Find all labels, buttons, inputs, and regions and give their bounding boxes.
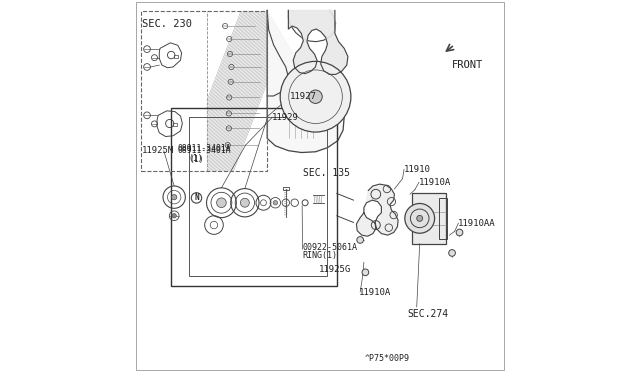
- Text: 11910A: 11910A: [419, 178, 451, 187]
- Bar: [172, 108, 337, 286]
- Polygon shape: [289, 10, 348, 74]
- Text: SEC. 230: SEC. 230: [142, 19, 192, 29]
- Circle shape: [417, 215, 422, 221]
- Text: 11927: 11927: [291, 92, 317, 101]
- Text: 08911-3401A: 08911-3401A: [178, 146, 232, 155]
- Circle shape: [273, 201, 278, 205]
- Bar: [412, 193, 447, 244]
- Bar: [439, 198, 447, 239]
- Text: 11929: 11929: [271, 113, 298, 122]
- Circle shape: [362, 269, 369, 276]
- Circle shape: [172, 214, 177, 218]
- Circle shape: [309, 90, 322, 103]
- Text: 11910A: 11910A: [359, 288, 391, 296]
- Text: RING(1): RING(1): [303, 251, 337, 260]
- Text: 11925G: 11925G: [319, 265, 351, 274]
- Circle shape: [172, 195, 177, 200]
- Text: (1): (1): [188, 154, 203, 163]
- Text: FRONT: FRONT: [452, 60, 483, 70]
- Circle shape: [357, 237, 364, 243]
- Circle shape: [456, 229, 463, 236]
- Text: 08911-3401A: 08911-3401A: [178, 144, 232, 153]
- Text: 11910AA: 11910AA: [458, 219, 495, 228]
- Bar: [174, 55, 179, 58]
- Circle shape: [405, 203, 435, 233]
- Bar: [283, 187, 289, 190]
- Circle shape: [280, 61, 351, 132]
- Text: 00922-5061A: 00922-5061A: [303, 243, 358, 252]
- Circle shape: [449, 250, 456, 256]
- Text: SEC. 135: SEC. 135: [303, 168, 350, 178]
- Bar: [173, 123, 177, 126]
- Text: ^P75*00P9: ^P75*00P9: [365, 355, 410, 363]
- Text: N: N: [194, 193, 199, 202]
- Polygon shape: [267, 10, 344, 153]
- Circle shape: [241, 198, 250, 207]
- Text: 11925M: 11925M: [141, 146, 173, 155]
- Text: SEC.274: SEC.274: [408, 310, 449, 319]
- Polygon shape: [356, 184, 398, 236]
- Text: 11910: 11910: [404, 165, 431, 174]
- Text: (1): (1): [189, 155, 204, 164]
- Circle shape: [216, 198, 227, 208]
- Bar: [189, 117, 326, 276]
- Bar: [141, 11, 267, 171]
